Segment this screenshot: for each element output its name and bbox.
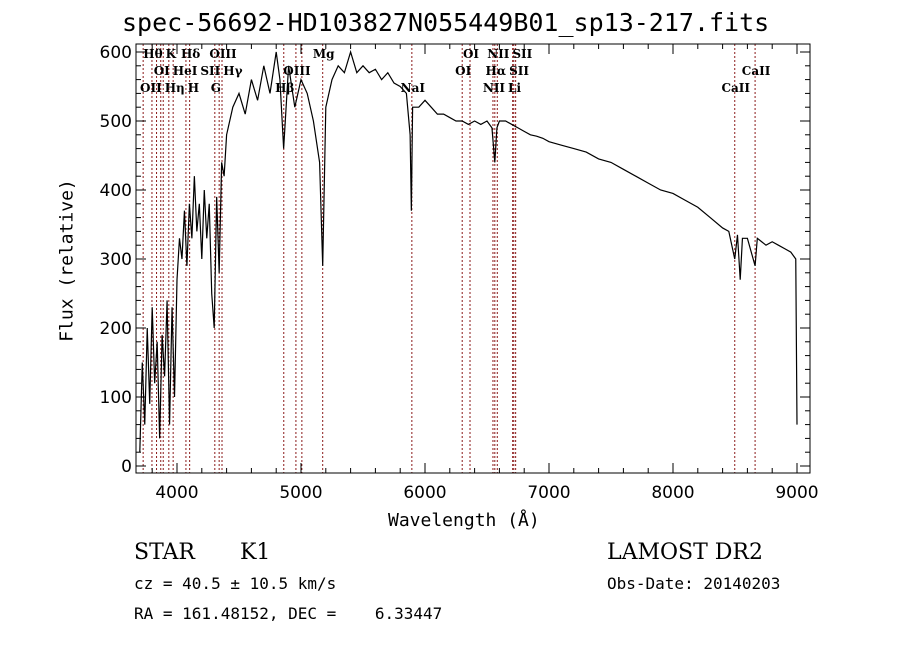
coordinates-text: RA = 161.48152, DEC = 6.33447 [134, 604, 443, 623]
x-tick-label: 4000 [155, 483, 198, 503]
line-label: NII [487, 47, 510, 61]
line-label: Mg [313, 47, 335, 61]
line-label: NaI [401, 81, 426, 95]
line-label: Hδ [181, 47, 200, 61]
line-label: OI [463, 47, 479, 61]
line-label: H [188, 81, 199, 95]
y-tick-label: 300 [100, 250, 132, 270]
line-label: OIII [209, 47, 237, 61]
y-tick-label: 0 [121, 457, 132, 477]
y-tick-label: 600 [100, 43, 132, 63]
line-label: HeI [173, 64, 198, 78]
line-label: Hθ [143, 47, 162, 61]
line-label: OI [455, 64, 471, 78]
line-label: K [166, 47, 177, 61]
x-tick-label: 7000 [527, 483, 570, 503]
object-subclass: K1 [240, 540, 271, 565]
y-tick-label: 400 [100, 181, 132, 201]
x-axis-label: Wavelength (Å) [388, 510, 540, 531]
line-label: SII [509, 64, 529, 78]
x-tick-label: 6000 [403, 483, 446, 503]
survey-name: LAMOST DR2 [607, 540, 763, 565]
obs-date: Obs-Date: 20140203 [607, 574, 781, 593]
line-label: CaII [742, 64, 771, 78]
plot-frame [135, 43, 811, 474]
x-tick-label: 9000 [775, 483, 818, 503]
line-label: Hγ [223, 64, 242, 78]
line-label: SII [200, 64, 220, 78]
x-tick-label: 5000 [279, 483, 322, 503]
y-tick-label: 200 [100, 319, 132, 339]
line-label: NII [483, 81, 506, 95]
line-label: Hα [486, 64, 507, 78]
line-label: Li [508, 81, 521, 95]
redshift-text: cz = 40.5 ± 10.5 km/s [134, 574, 337, 593]
line-label: OII [140, 81, 162, 95]
line-label: SII [512, 47, 532, 61]
y-tick-label: 500 [100, 112, 132, 132]
object-type: STAR [134, 540, 195, 565]
line-label: CaII [721, 81, 750, 95]
y-axis-label: Flux (relative) [56, 179, 78, 342]
line-label: OI [154, 64, 170, 78]
chart-title: spec-56692-HD103827N055449B01_sp13-217.f… [122, 8, 770, 37]
x-tick-label: 8000 [651, 483, 694, 503]
y-tick-label: 100 [100, 388, 132, 408]
spectrum-line [139, 49, 798, 453]
line-label: G [211, 81, 221, 95]
line-label: Hη [165, 81, 185, 95]
